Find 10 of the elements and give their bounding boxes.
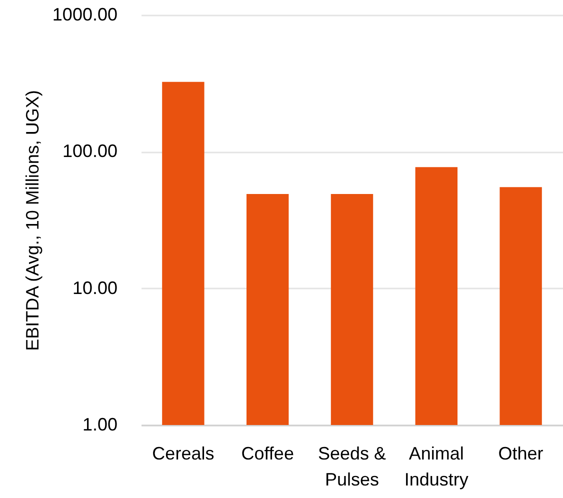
x-tick-label: Other xyxy=(498,444,544,464)
y-tick-label: 1000.00 xyxy=(52,4,118,24)
x-tick-label: Coffee xyxy=(241,444,294,464)
x-tick-label: Seeds & Pulses xyxy=(318,444,386,490)
x-tick-label: Animal Industry xyxy=(404,444,468,490)
y-tick-label: 10.00 xyxy=(72,278,118,298)
y-tick-label: 100.00 xyxy=(62,141,118,162)
y-axis-title: EBITDA (Avg., 10 Millions, UGX) xyxy=(22,90,42,351)
y-tick-label: 1.00 xyxy=(82,414,118,434)
x-tick-label: Cereals xyxy=(152,444,214,464)
